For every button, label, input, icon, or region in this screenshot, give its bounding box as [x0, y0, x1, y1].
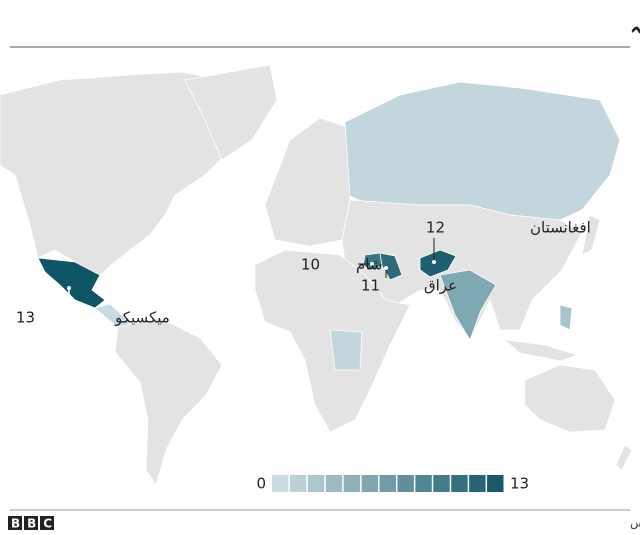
syria-value: 10	[301, 256, 320, 274]
legend-swatch	[272, 475, 289, 492]
afghanistan	[419, 249, 457, 278]
japan	[581, 214, 601, 256]
title: 2017 میں ہلاک ہونے والے صحافی اور صحافتی…	[630, 15, 640, 39]
australia	[524, 364, 616, 433]
indonesia	[503, 339, 579, 362]
mexico-value: 13	[16, 309, 35, 327]
india	[439, 269, 497, 341]
greenland	[184, 64, 278, 161]
north-america	[0, 71, 256, 276]
logo-block	[24, 516, 38, 530]
mexico	[37, 257, 106, 309]
legend-min: 0	[256, 475, 266, 493]
logo-block	[40, 516, 54, 530]
afghanistan-label: افغانستان	[530, 219, 591, 237]
syria-dot	[370, 262, 374, 266]
afghanistan-value: 12	[426, 219, 445, 237]
legend-swatch	[307, 475, 325, 492]
iraq-value: 11	[361, 277, 380, 295]
legend-swatch	[343, 475, 361, 492]
europe	[264, 117, 351, 247]
legend-swatch	[379, 475, 396, 492]
afghanistan-dot	[432, 260, 436, 264]
legend-swatch	[451, 475, 468, 492]
legend-swatch	[325, 475, 343, 492]
logo-block	[8, 516, 22, 530]
mexico-dot	[67, 286, 71, 290]
iraq-dot	[384, 266, 388, 270]
russia	[344, 81, 621, 221]
syria-label: شام	[356, 256, 382, 274]
source: ذریعہ: انٹرنیشنل فیڈریشن آف جرنلسٹس	[630, 515, 640, 531]
legend-swatch	[361, 475, 379, 492]
legend-swatch	[397, 475, 414, 492]
world-map	[0, 64, 633, 486]
annotations: 13 میکسیکو 12 افغانستان 11 عراق 10 شام	[16, 219, 591, 327]
legend: 0 13	[256, 475, 529, 493]
legend-swatch	[289, 475, 307, 492]
legend-swatch	[487, 475, 504, 492]
legend-swatch	[415, 475, 432, 492]
legend-max: 13	[510, 475, 529, 493]
mexico-label: میکسیکو	[114, 309, 170, 327]
philippines	[559, 304, 573, 331]
logo-text: BBC	[11, 517, 59, 531]
south-america	[114, 317, 223, 486]
syria	[362, 252, 383, 271]
new-zealand	[615, 444, 633, 471]
legend-swatch	[469, 475, 486, 492]
iraq-label: عراق	[424, 277, 457, 295]
bbc-logo: BBC	[8, 516, 59, 531]
east-africa	[329, 329, 363, 371]
legend-swatch	[433, 475, 450, 492]
